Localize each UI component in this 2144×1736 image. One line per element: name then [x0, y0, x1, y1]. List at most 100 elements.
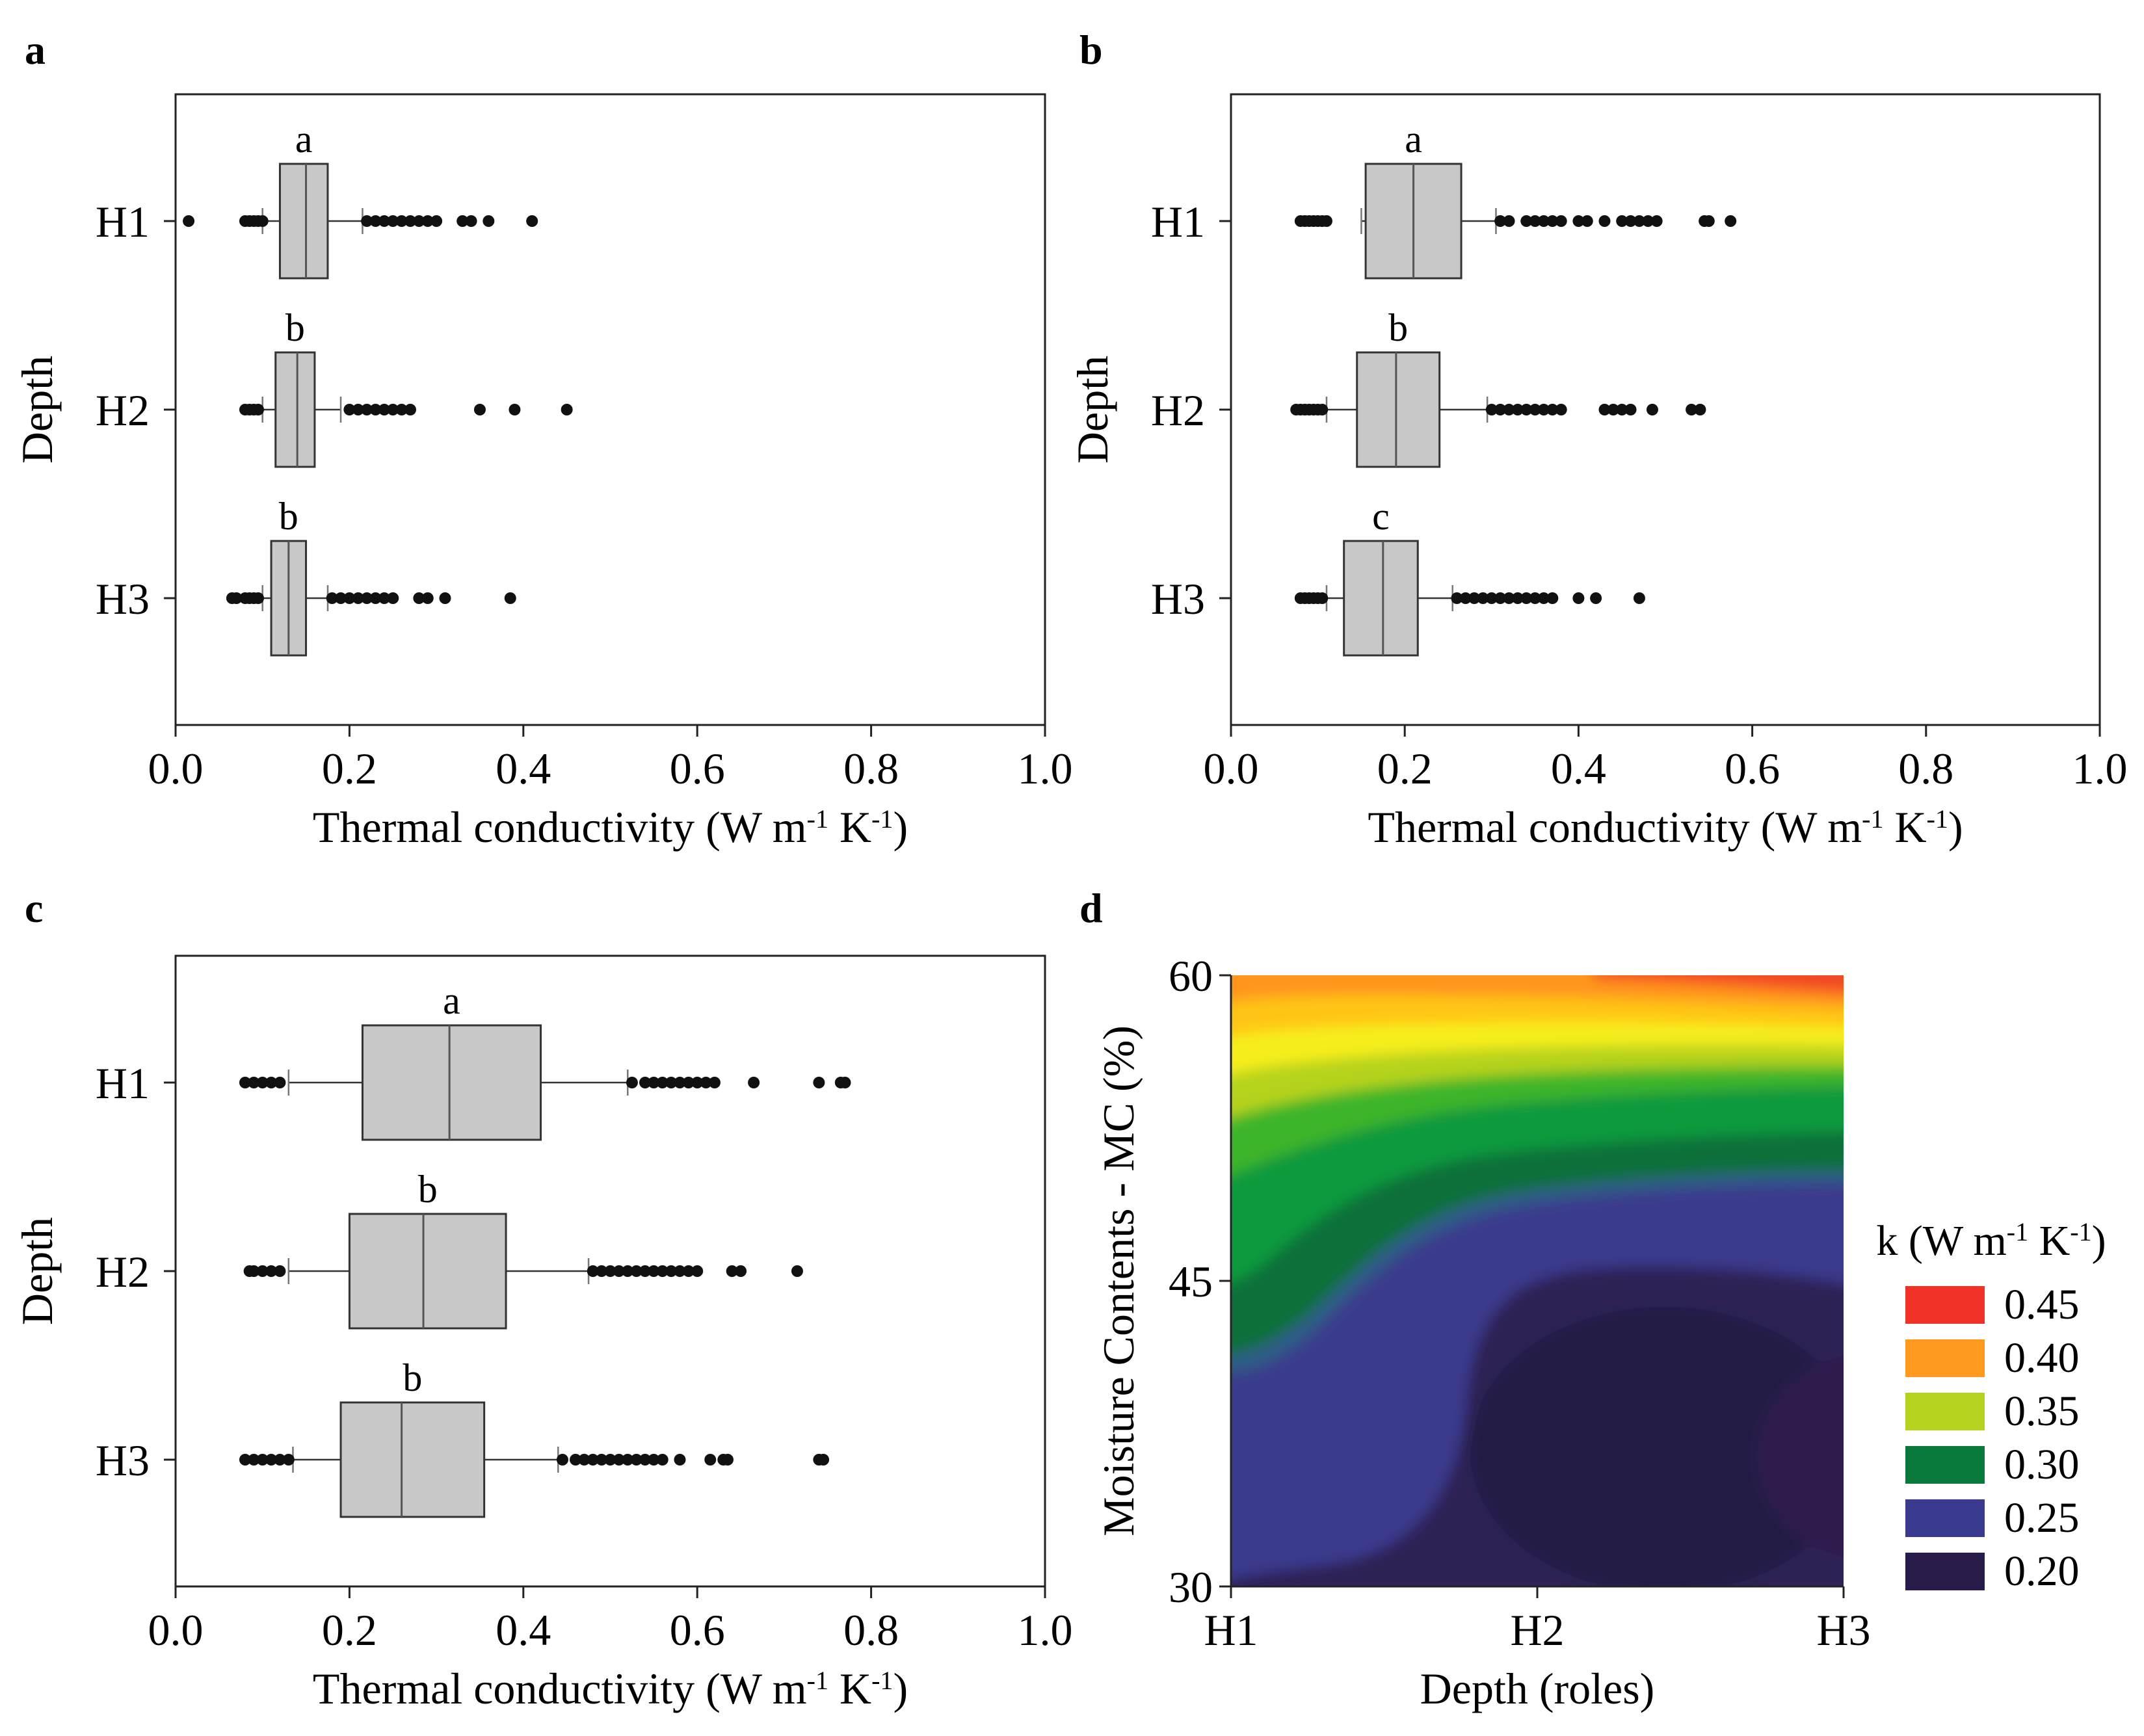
significance-letter: b: [285, 306, 305, 349]
x-axis-title: Thermal conductivity (W m-1 K-1): [313, 802, 908, 852]
outlier-point: [378, 215, 390, 227]
outlier-point: [1546, 215, 1559, 227]
outlier-point: [256, 215, 269, 227]
outlier-point: [622, 1265, 634, 1277]
outlier-point: [1485, 404, 1498, 415]
significance-letter: a: [443, 979, 460, 1022]
outlier-point: [352, 404, 364, 415]
outlier-point: [691, 1077, 704, 1088]
outlier-point: [361, 404, 373, 415]
outlier-point: [265, 1077, 278, 1088]
outlier-point: [674, 1077, 686, 1088]
legend-label: 0.45: [2004, 1281, 2080, 1328]
outlier-point: [421, 592, 434, 604]
contour-band-0.45: [1593, 975, 1844, 994]
outlier-point: [630, 1265, 642, 1277]
x-tick-label: 0.4: [496, 1605, 551, 1655]
outlier-point: [252, 404, 265, 415]
outlier-point: [1477, 592, 1489, 604]
x-axis-title-part: -1: [871, 1666, 893, 1695]
outlier-point: [674, 1265, 686, 1277]
outlier-point: [504, 592, 516, 604]
y-tick-label: H1: [96, 197, 150, 246]
x-tick-label: 0.6: [670, 1605, 725, 1655]
outlier-point: [656, 1077, 668, 1088]
outlier-point: [639, 1454, 651, 1466]
x-axis-title-part: K: [828, 1664, 871, 1713]
legend-swatch: [1905, 1553, 1985, 1590]
outlier-point: [395, 404, 408, 415]
outlier-point: [1503, 592, 1515, 604]
outlier-point: [1511, 592, 1524, 604]
outlier-point: [248, 1454, 260, 1466]
outlier-point: [1616, 404, 1628, 415]
outlier-point: [378, 404, 390, 415]
outlier-point: [596, 1454, 608, 1466]
x-tick-label: H3: [1816, 1605, 1870, 1655]
outlier-point: [1494, 404, 1507, 415]
panel-letter-b: b: [1079, 27, 1103, 73]
outlier-point: [735, 1265, 747, 1277]
x-axis-title-part: ): [1948, 802, 1963, 852]
x-axis-title-part: ): [893, 1664, 908, 1713]
x-axis-title: Thermal conductivity (W m-1 K-1): [1368, 802, 1963, 852]
outlier-point: [265, 1454, 278, 1466]
outlier-point: [656, 1265, 668, 1277]
significance-letter: b: [279, 495, 298, 538]
outlier-point: [1598, 215, 1611, 227]
legend-swatch: [1905, 1339, 1985, 1377]
outlier-point: [665, 1077, 678, 1088]
box-iqr: [348, 1213, 507, 1330]
contour-band-0.20: [1470, 1307, 1844, 1586]
x-axis-title-part: K: [1884, 802, 1927, 852]
outlier-point: [430, 215, 443, 227]
outlier-point: [1494, 215, 1507, 227]
contour-panel-d: 30 45 60 H1 H2 H3 Depth (roles) Moisture Conten…: [1094, 951, 2106, 1713]
outlier-point: [1529, 215, 1541, 227]
x-axis-title-part: -1: [1862, 804, 1883, 834]
outlier-point: [509, 404, 521, 415]
outlier-point: [1468, 592, 1481, 604]
box-iqr: [278, 163, 329, 280]
outlier-point: [1520, 404, 1533, 415]
outlier-point: [1633, 215, 1645, 227]
outlier-point: [721, 1454, 734, 1466]
x-tick-label: 0.2: [1377, 744, 1433, 793]
outlier-point: [1520, 215, 1533, 227]
x-tick-label: 1.0: [1018, 1605, 1073, 1655]
outlier-point: [1607, 404, 1619, 415]
y-axis-title: Depth: [12, 1217, 62, 1325]
outlier-point: [526, 215, 538, 227]
x-tick-label: 0.8: [843, 744, 899, 793]
outlier-point: [1503, 404, 1515, 415]
outlier-point: [1520, 592, 1533, 604]
x-axis-title-part: Thermal conductivity (W m: [313, 1664, 807, 1713]
x-tick-label: 1.0: [2072, 744, 2128, 793]
outlier-point: [748, 1077, 760, 1088]
x-tick-label: 0.6: [670, 744, 725, 793]
outlier-point: [1537, 404, 1550, 415]
outlier-point: [361, 592, 373, 604]
x-tick-label: 0.6: [1725, 744, 1780, 793]
x-tick-label: H1: [1204, 1605, 1258, 1655]
legend-title-part: -1: [2007, 1217, 2028, 1246]
legend-title-part: k (W m: [1876, 1217, 2006, 1265]
outlier-point: [656, 1454, 668, 1466]
outlier-point: [604, 1265, 616, 1277]
outlier-point: [439, 592, 451, 604]
outlier-point: [1642, 215, 1654, 227]
y-tick-label: 60: [1169, 951, 1213, 1001]
outlier-point: [587, 1454, 599, 1466]
outlier-point: [1646, 404, 1658, 415]
outlier-point: [274, 1265, 286, 1277]
x-axis-title-part: Thermal conductivity (W m: [1368, 802, 1862, 852]
outlier-point: [570, 1454, 582, 1466]
significance-letter: b: [403, 1356, 422, 1399]
outlier-point: [791, 1265, 803, 1277]
outlier-point: [369, 592, 382, 604]
outlier-point: [326, 592, 338, 604]
outlier-point: [457, 215, 469, 227]
x-axis-title-part: ): [893, 802, 908, 852]
outlier-point: [404, 215, 416, 227]
